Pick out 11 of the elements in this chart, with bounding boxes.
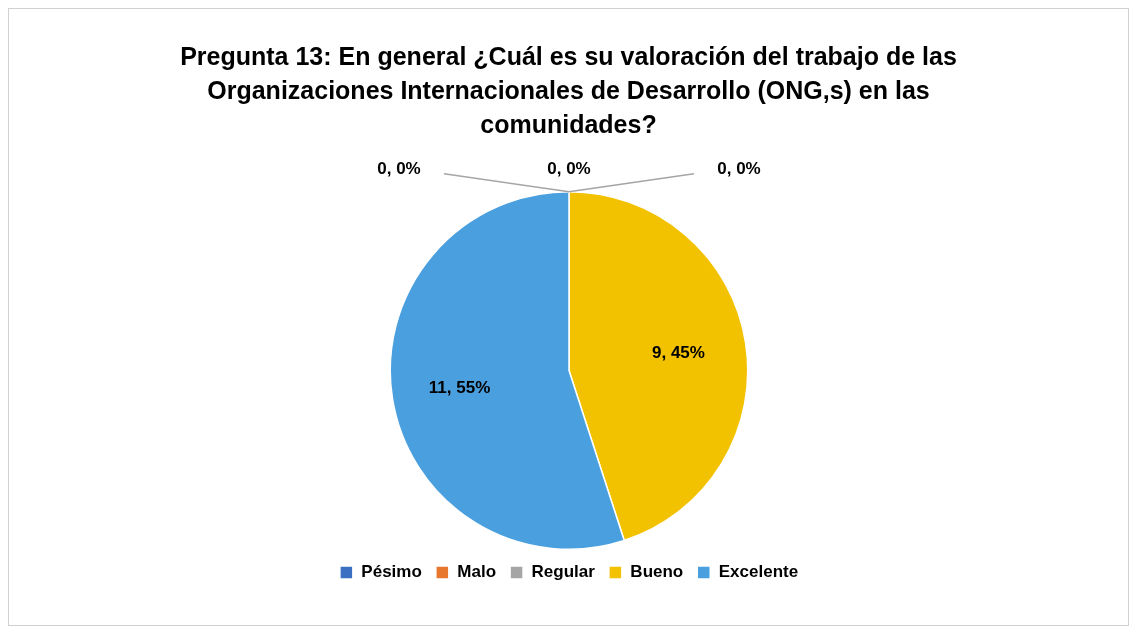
legend-label: Malo: [456, 562, 496, 582]
chart-title: Pregunta 13: En general ¿Cuál es su valoración del trabajo de las Organizaciones Internacionales de Desarrollo (ONG,s) en las comunidades?: [179, 41, 958, 140]
legend-label: Pésimo: [360, 562, 422, 582]
text: 0, 0%: [546, 159, 591, 179]
text: 0, 0%: [376, 159, 421, 179]
legend-label: Excelente: [718, 562, 798, 582]
text: 0, 0%: [716, 159, 761, 179]
legend-label: Bueno: [629, 562, 683, 582]
legend-label: Regular: [531, 562, 595, 582]
data-label: 9, 45%: [651, 342, 705, 362]
data-label: 11, 55%: [428, 377, 490, 397]
